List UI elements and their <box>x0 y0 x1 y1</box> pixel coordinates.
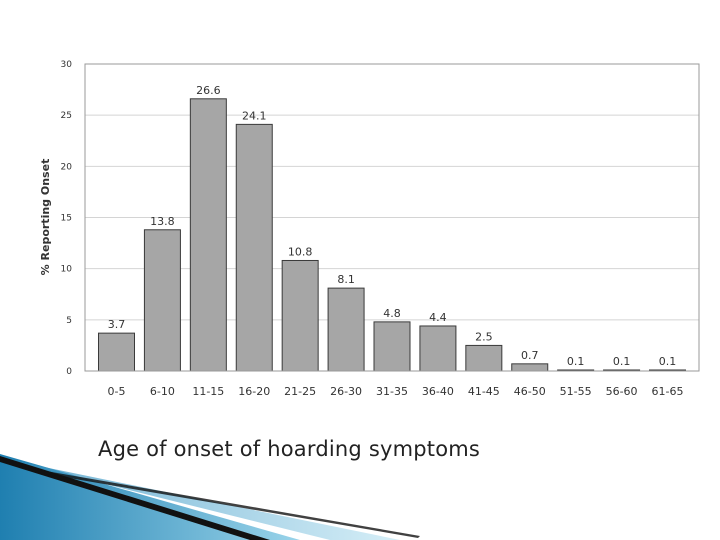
x-tick-label: 41-45 <box>468 385 500 398</box>
data-label: 26.6 <box>196 84 221 97</box>
y-tick-label: 20 <box>61 162 73 172</box>
y-axis-label: % Reporting Onset <box>39 159 52 276</box>
data-label: 24.1 <box>242 109 267 122</box>
bars <box>98 98 686 372</box>
x-tick-label: 16-20 <box>238 385 270 398</box>
data-label: 8.1 <box>337 273 355 286</box>
data-label: 4.4 <box>429 311 447 324</box>
x-tick-label: 36-40 <box>422 385 454 398</box>
bar-0-5 <box>98 332 135 372</box>
slide-decoration <box>0 454 420 540</box>
y-tick-label: 0 <box>66 367 72 377</box>
data-label: 0.1 <box>567 355 585 368</box>
data-labels: 3.7 13.8 26.6 24.1 10.8 8.1 4.8 4.4 2.5 0.7 0.1 0.1… <box>108 84 677 368</box>
bar-11-15 <box>189 98 227 372</box>
x-tick-label: 46-50 <box>514 385 546 398</box>
y-tick-label: 5 <box>66 316 72 326</box>
x-tick-labels: 0-5 6-10 11-15 16-20 21-25 26-30 31-35 36-40 41-… <box>108 385 684 398</box>
bar-41-45 <box>465 344 503 372</box>
plot-frame <box>84 63 700 372</box>
data-label: 3.7 <box>108 318 126 331</box>
chart-caption: Age of onset of hoarding symptoms <box>98 437 481 461</box>
bar-21-25 <box>281 259 319 372</box>
y-tick-labels: 0 5 10 15 20 25 30 <box>61 60 73 377</box>
x-tick-label: 21-25 <box>284 385 316 398</box>
x-tick-label: 26-30 <box>330 385 362 398</box>
data-label: 10.8 <box>288 245 313 258</box>
bar-26-30 <box>327 287 365 372</box>
decor-thin-stroke <box>40 470 420 538</box>
x-tick-label: 11-15 <box>192 385 224 398</box>
data-label: 0.1 <box>613 355 631 368</box>
bar-6-10 <box>143 229 181 372</box>
y-tick-label: 10 <box>61 265 73 275</box>
y-tick-label: 30 <box>61 60 73 70</box>
y-tick-label: 15 <box>61 214 72 224</box>
data-label: 13.8 <box>150 215 175 228</box>
bar-36-40 <box>419 325 457 372</box>
bar-31-35 <box>373 321 411 372</box>
x-tick-label: 31-35 <box>376 385 408 398</box>
x-tick-label: 0-5 <box>108 385 126 398</box>
bar-16-20 <box>235 123 273 372</box>
data-label: 0.1 <box>659 355 677 368</box>
x-tick-label: 51-55 <box>560 385 592 398</box>
x-tick-label: 61-65 <box>652 385 684 398</box>
decor-blue-wedge <box>0 454 300 540</box>
x-tick-label: 56-60 <box>606 385 638 398</box>
data-label: 4.8 <box>383 307 401 320</box>
grid-lines <box>85 114 699 321</box>
data-label: 2.5 <box>475 330 493 343</box>
data-label: 0.7 <box>521 349 539 362</box>
bar-46-50 <box>511 363 549 372</box>
x-tick-label: 6-10 <box>150 385 175 398</box>
y-tick-label: 25 <box>61 111 72 121</box>
bar-chart: 0 5 10 15 20 25 30 3.7 13.8 26.6 24.1 10.8 8.1 4.8 4.… <box>39 60 700 398</box>
